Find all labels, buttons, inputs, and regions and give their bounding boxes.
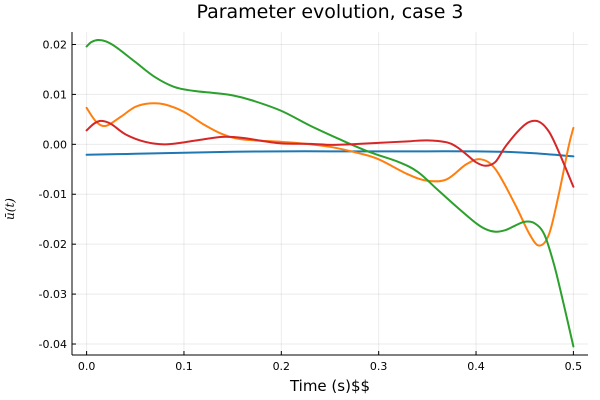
x-tick-label: 0.4 (467, 360, 485, 373)
series-line-3 (85, 38, 575, 348)
x-tick-label: 0.2 (273, 360, 291, 373)
x-axis-label: Time (s)$$ (289, 377, 370, 395)
tick-labels: 0.0 0.1 0.2 0.3 0.4 0.5 0.02 0.01 0.00 -0.01 -0.02… (39, 38, 583, 373)
x-tick-label: 0.5 (565, 360, 583, 373)
x-tick-label: 0.1 (175, 360, 193, 373)
x-tick-label: 0.0 (78, 360, 96, 373)
series-lines (85, 38, 575, 348)
y-tick-label: -0.04 (39, 338, 67, 351)
chart-title: Parameter evolution, case 3 (196, 1, 463, 23)
axes (71, 32, 588, 356)
x-tick-label: 0.3 (370, 360, 388, 373)
y-tick-label: -0.03 (39, 288, 67, 301)
series-line-2 (85, 102, 575, 247)
y-axis-label: ū(t) (3, 198, 17, 220)
y-tick-label: -0.01 (39, 188, 67, 201)
y-tick-label: -0.02 (39, 238, 67, 251)
y-tick-label: 0.02 (43, 38, 68, 51)
y-tick-label: 0.01 (43, 88, 68, 101)
series-line-4 (85, 119, 575, 188)
y-tick-label: 0.00 (43, 138, 68, 151)
